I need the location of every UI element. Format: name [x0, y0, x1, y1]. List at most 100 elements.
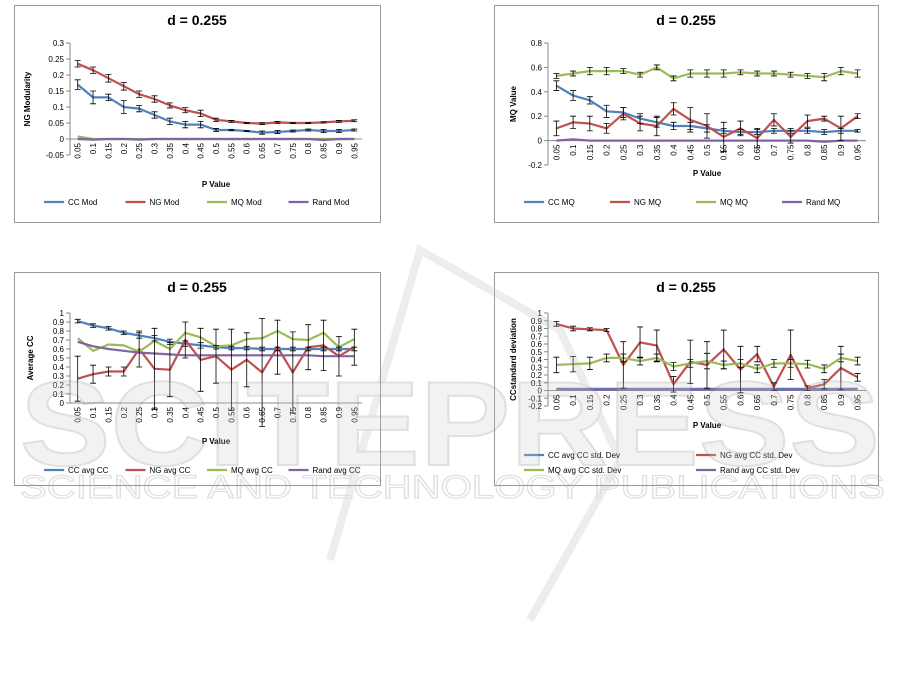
y-tick-label: 0.1 — [53, 390, 65, 399]
error-bar — [787, 130, 794, 144]
y-tick-label: 0.6 — [531, 63, 543, 72]
error-bar — [804, 359, 811, 369]
x-tick-label: 0.4 — [181, 142, 190, 154]
error-bar — [854, 113, 861, 120]
x-tick-label: 0.6 — [736, 144, 745, 156]
x-tick-label: 0.9 — [335, 406, 344, 418]
x-tick-label: 0.15 — [104, 142, 113, 158]
error-bar — [166, 117, 173, 125]
y-tick-label: 0 — [538, 387, 543, 396]
error-bar — [770, 382, 777, 391]
x-tick-label: 0.45 — [197, 406, 206, 422]
legend-label: MQ Mod — [231, 198, 262, 207]
x-tick-label: 0.85 — [820, 144, 829, 160]
error-bar — [570, 115, 577, 129]
error-bar — [670, 362, 677, 371]
error-bar — [120, 330, 127, 335]
x-tick-label: 0.05 — [552, 144, 561, 160]
error-bar — [197, 121, 204, 129]
error-bar — [603, 104, 610, 118]
error-bar — [620, 353, 627, 363]
legend-label: CC avg CC — [68, 466, 109, 475]
x-tick-label: 0.5 — [703, 144, 712, 156]
error-bar — [704, 113, 710, 139]
error-bar — [151, 111, 158, 119]
error-bar — [787, 329, 794, 381]
x-tick-label: 0.35 — [653, 144, 662, 160]
series-line — [556, 138, 858, 143]
error-bar — [570, 90, 577, 101]
x-tick-label: 0.3 — [151, 142, 160, 154]
x-tick-label: 0.85 — [320, 406, 329, 422]
legend-label: CC Mod — [68, 198, 97, 207]
legend-label: CC avg CC std. Dev — [548, 451, 620, 460]
error-bar — [151, 95, 158, 103]
x-tick-label: 0.15 — [586, 394, 595, 410]
x-tick-label: 0.15 — [586, 144, 595, 160]
x-tick-label: 0.3 — [636, 394, 645, 406]
error-bar — [586, 327, 593, 332]
error-bar — [854, 69, 861, 78]
error-bar — [670, 75, 677, 82]
x-tick-label: 0.1 — [89, 142, 98, 154]
x-tick-label: 0.55 — [720, 394, 729, 410]
legend-label: MQ MQ — [720, 198, 748, 207]
chart: d = 0.255 NG Modularity P Value -0.05 0 0.05 0… — [14, 5, 381, 223]
x-tick-label: 0.75 — [787, 394, 796, 410]
x-tick-label: 0.95 — [854, 144, 863, 160]
legend-label: NG Mod — [150, 198, 180, 207]
legend-label: CC MQ — [548, 198, 575, 207]
y-tick-label: 0.05 — [48, 119, 64, 128]
error-bar — [603, 123, 610, 134]
x-tick-label: 0.1 — [569, 394, 578, 406]
error-bar — [197, 327, 204, 392]
error-bar — [620, 68, 627, 74]
y-tick-label: 0.2 — [53, 71, 65, 80]
error-bar — [570, 356, 577, 373]
x-tick-label: 0.35 — [166, 406, 175, 422]
error-bar — [603, 67, 610, 76]
x-tick-label: 0.3 — [636, 144, 645, 156]
error-bar — [90, 66, 97, 74]
error-bar — [243, 121, 250, 125]
error-bar — [821, 364, 828, 374]
x-tick-label: 0.1 — [569, 144, 578, 156]
y-tick-label: 1 — [538, 309, 543, 318]
x-tick-label: 0.55 — [227, 142, 236, 158]
x-axis-title: P Value — [693, 169, 722, 178]
x-tick-label: 0.25 — [135, 406, 144, 422]
y-tick-label: -0.1 — [528, 394, 542, 403]
y-axis-title: NG Modularity — [23, 71, 32, 126]
error-bar — [553, 80, 560, 91]
y-tick-label: 0.2 — [531, 371, 543, 380]
error-bar — [603, 353, 610, 363]
error-bar — [804, 128, 811, 134]
x-tick-label: 0.75 — [289, 142, 298, 158]
y-tick-label: 0.1 — [531, 379, 543, 388]
error-bar — [136, 105, 143, 113]
legend-label: NG MQ — [634, 198, 661, 207]
error-bar — [704, 69, 710, 78]
error-bar — [637, 356, 644, 366]
error-bar — [754, 70, 761, 77]
y-axis-title: Average CC — [26, 335, 35, 380]
error-bar — [320, 129, 327, 133]
error-bar — [570, 325, 577, 332]
error-bar — [854, 129, 861, 133]
x-tick-label: 0.6 — [736, 394, 745, 406]
x-tick-label: 0.85 — [320, 142, 329, 158]
error-bar — [289, 129, 296, 133]
error-bar — [737, 359, 744, 368]
error-bar — [854, 356, 861, 366]
legend-label: Rand MQ — [806, 198, 840, 207]
error-bar — [243, 129, 250, 133]
y-axis-title: CCstandard deviation — [509, 318, 518, 401]
error-bar — [166, 342, 173, 398]
x-axis-title: P Value — [202, 180, 231, 189]
series-line — [556, 387, 858, 391]
error-bar — [720, 69, 727, 78]
error-bar — [787, 71, 794, 78]
x-tick-label: 0.05 — [552, 394, 561, 410]
error-bar — [637, 71, 644, 78]
